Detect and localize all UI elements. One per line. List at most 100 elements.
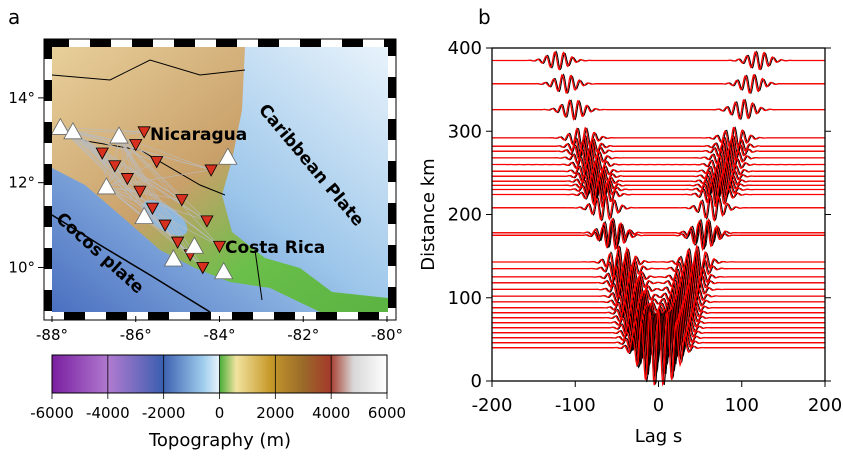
colorbar-tick-label: 4000 — [312, 404, 350, 422]
ray-path — [72, 131, 212, 171]
y-tick-label: 12° — [8, 174, 35, 192]
trace — [492, 145, 825, 170]
trace — [492, 217, 825, 249]
trace — [492, 310, 825, 387]
ray-path — [118, 135, 208, 222]
station — [214, 261, 234, 280]
trace — [492, 193, 825, 222]
ray-path — [118, 135, 183, 200]
trace — [492, 134, 825, 158]
station — [108, 160, 122, 173]
ray-path — [72, 131, 182, 200]
x-tick-label: -100 — [555, 395, 596, 416]
ray-path — [72, 131, 208, 222]
station — [145, 202, 160, 215]
colorbar-tick-label: -4000 — [86, 404, 130, 422]
station — [120, 173, 135, 186]
trace — [492, 270, 825, 311]
x-tick-label: -84° — [204, 326, 236, 344]
x-tick-label: -86° — [120, 326, 152, 344]
trace — [492, 276, 825, 317]
trace — [492, 126, 825, 150]
station — [158, 219, 172, 232]
colorbar-tick-label: 2000 — [256, 404, 294, 422]
station — [218, 147, 238, 165]
station — [204, 164, 218, 177]
y-tick-label: 400 — [448, 38, 482, 59]
colorbar-label: Topography (m) — [148, 430, 291, 451]
ray-path — [72, 131, 220, 247]
trace — [492, 73, 825, 94]
trace — [492, 158, 825, 185]
x-tick-label: -82° — [287, 326, 319, 344]
map-label: Nicaragua — [150, 125, 247, 145]
trace — [492, 219, 825, 252]
y-tick-label: 0 — [471, 371, 482, 392]
trace — [492, 257, 825, 296]
x-tick-label: -200 — [472, 395, 513, 416]
trace — [492, 243, 825, 281]
trace — [492, 263, 825, 303]
y-axis-label: Distance km — [418, 158, 439, 270]
station — [129, 139, 143, 152]
station — [134, 206, 154, 224]
station — [95, 147, 109, 160]
y-tick-label: 14° — [8, 89, 35, 107]
ray-path — [60, 127, 153, 209]
trace — [492, 151, 825, 177]
trace — [492, 175, 825, 204]
trace — [492, 138, 825, 164]
x-tick-label: 200 — [808, 395, 842, 416]
trace — [492, 51, 825, 71]
station — [52, 117, 71, 135]
station — [175, 194, 189, 207]
ray-path — [118, 135, 220, 247]
trace — [492, 289, 825, 335]
trace — [492, 251, 825, 287]
trace — [492, 99, 825, 121]
ray-path — [106, 186, 182, 200]
y-tick-label: 100 — [448, 288, 482, 309]
station — [212, 240, 227, 254]
ray-path — [72, 131, 157, 162]
trace — [492, 168, 825, 195]
colorbar-tick-label: -2000 — [142, 404, 186, 422]
traces — [492, 50, 825, 387]
station — [137, 126, 151, 139]
ray-path — [106, 169, 212, 188]
trench — [52, 214, 211, 312]
station — [109, 126, 129, 144]
map-frame — [44, 39, 396, 320]
station — [96, 177, 117, 195]
x-tick-label: -88° — [36, 326, 68, 344]
station — [170, 236, 185, 249]
ray-path — [106, 186, 220, 247]
panel-label: a — [8, 5, 20, 29]
x-tick-label: -80° — [371, 326, 403, 344]
x-axis-label: Lag s — [635, 426, 683, 447]
y-tick-label: 200 — [448, 205, 482, 226]
station — [133, 185, 147, 198]
station — [163, 249, 184, 267]
station — [196, 262, 210, 275]
x-tick-label: 100 — [725, 395, 759, 416]
station — [63, 121, 83, 140]
station — [200, 215, 214, 228]
ray-path — [72, 131, 203, 268]
land — [52, 47, 388, 312]
station — [150, 156, 164, 169]
ray-path — [118, 135, 204, 268]
colorbar-tick-label: 0 — [215, 404, 225, 422]
x-tick-label: 0 — [653, 395, 664, 416]
trace — [492, 172, 825, 199]
panel-label: b — [478, 5, 491, 29]
trace — [492, 279, 825, 323]
station — [184, 236, 205, 254]
map-label: Costa Rica — [225, 238, 325, 258]
trace — [492, 163, 825, 190]
y-tick-label: 300 — [448, 121, 482, 142]
colorbar-tick-label: 6000 — [368, 404, 406, 422]
y-tick-label: 10° — [8, 258, 35, 276]
